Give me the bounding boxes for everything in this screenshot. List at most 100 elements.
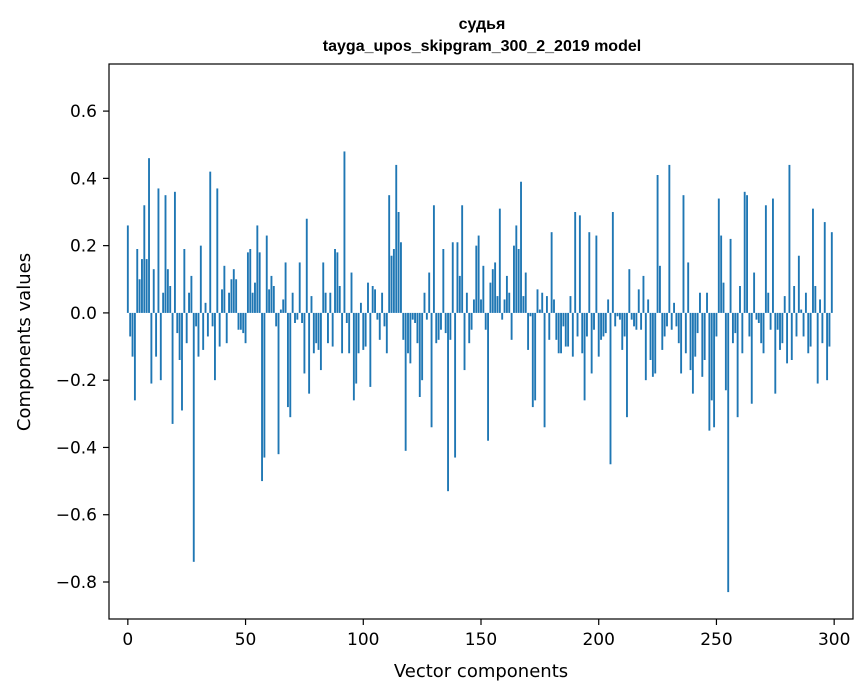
bar-272 bbox=[767, 292, 770, 313]
bar-145 bbox=[468, 312, 471, 344]
bar-168 bbox=[522, 296, 525, 313]
bar-238 bbox=[687, 262, 690, 313]
bar-274 bbox=[772, 198, 774, 313]
bar-198 bbox=[593, 312, 595, 330]
bar-291 bbox=[812, 208, 814, 313]
y-tick-label: −0.4 bbox=[56, 438, 97, 458]
bar-69 bbox=[289, 312, 292, 418]
bar-62 bbox=[272, 286, 275, 313]
bar-176 bbox=[541, 292, 544, 313]
bar-137 bbox=[449, 312, 452, 340]
bar-105 bbox=[374, 289, 376, 313]
bar-193 bbox=[581, 312, 584, 354]
bar-265 bbox=[750, 312, 753, 404]
bar-234 bbox=[677, 312, 680, 344]
bar-250 bbox=[715, 312, 718, 337]
bar-286 bbox=[800, 309, 803, 313]
bar-79 bbox=[312, 312, 315, 354]
bar-232 bbox=[673, 302, 675, 313]
bar-281 bbox=[788, 164, 791, 313]
bar-84 bbox=[324, 292, 327, 313]
bar-296 bbox=[823, 222, 826, 313]
bar-237 bbox=[684, 312, 687, 354]
bar-121 bbox=[411, 312, 414, 320]
bar-38 bbox=[216, 188, 219, 313]
bar-201 bbox=[600, 312, 603, 340]
bar-43 bbox=[228, 292, 231, 313]
y-tick-label: −0.6 bbox=[56, 506, 97, 526]
bar-259 bbox=[736, 312, 739, 418]
bar-26 bbox=[188, 292, 190, 313]
bar-74 bbox=[301, 312, 303, 323]
bar-117 bbox=[402, 312, 405, 340]
bar-287 bbox=[802, 312, 805, 337]
bar-170 bbox=[527, 312, 530, 350]
bar-54 bbox=[254, 282, 256, 313]
bar-128 bbox=[428, 272, 431, 313]
chart-title-line1: судья bbox=[459, 16, 506, 33]
bar-15 bbox=[162, 292, 165, 313]
bar-75 bbox=[303, 312, 306, 374]
bar-93 bbox=[345, 312, 348, 323]
bar-96 bbox=[352, 312, 355, 401]
bar-21 bbox=[176, 312, 179, 334]
bar-14 bbox=[159, 312, 162, 381]
bar-275 bbox=[774, 312, 777, 394]
bar-89 bbox=[336, 252, 339, 313]
bar-155 bbox=[491, 269, 494, 313]
bar-208 bbox=[616, 312, 619, 317]
y-axis-label: Components values bbox=[14, 253, 35, 431]
bar-52 bbox=[249, 249, 252, 313]
bar-70 bbox=[291, 292, 294, 313]
bar-277 bbox=[779, 312, 781, 350]
bar-7 bbox=[143, 205, 146, 313]
bar-253 bbox=[722, 282, 725, 313]
plot-frame bbox=[108, 63, 854, 620]
bar-171 bbox=[529, 312, 532, 317]
bar-190 bbox=[574, 212, 577, 313]
bar-29 bbox=[195, 312, 198, 327]
bar-33 bbox=[204, 302, 207, 313]
bar-42 bbox=[225, 312, 228, 344]
bar-85 bbox=[327, 312, 329, 344]
bar-11 bbox=[152, 269, 155, 313]
bar-157 bbox=[496, 296, 499, 313]
bar-39 bbox=[218, 312, 221, 347]
x-axis-label: Vector components bbox=[394, 661, 568, 682]
bar-71 bbox=[294, 312, 296, 323]
chart-title-line2: tayga_upos_skipgram_300_2_2019 model bbox=[323, 38, 641, 55]
bar-47 bbox=[237, 312, 240, 330]
bar-264 bbox=[748, 312, 751, 337]
bar-202 bbox=[602, 312, 605, 337]
bar-149 bbox=[477, 235, 480, 313]
bar-194 bbox=[583, 312, 586, 401]
bar-254 bbox=[724, 312, 727, 391]
bar-235 bbox=[680, 312, 683, 374]
bar-49 bbox=[242, 312, 245, 334]
bar-138 bbox=[451, 242, 454, 313]
bar-240 bbox=[691, 312, 694, 394]
bar-213 bbox=[628, 269, 631, 313]
bar-12 bbox=[155, 312, 158, 357]
bar-289 bbox=[807, 312, 810, 354]
bar-9 bbox=[148, 158, 150, 313]
bar-204 bbox=[607, 299, 610, 313]
bar-165 bbox=[515, 225, 518, 313]
bar-125 bbox=[421, 312, 424, 381]
bar-27 bbox=[190, 275, 193, 313]
bar-110 bbox=[385, 312, 388, 354]
bar-50 bbox=[244, 312, 247, 344]
bar-124 bbox=[418, 312, 421, 397]
bar-2 bbox=[131, 312, 134, 357]
bar-58 bbox=[263, 312, 266, 458]
bar-104 bbox=[371, 286, 374, 313]
bar-60 bbox=[268, 289, 271, 313]
bar-77 bbox=[308, 312, 311, 394]
bar-243 bbox=[699, 292, 701, 313]
bar-129 bbox=[430, 312, 433, 428]
bar-73 bbox=[298, 262, 301, 313]
bar-90 bbox=[338, 286, 341, 313]
y-tick-label: 0.0 bbox=[70, 304, 97, 324]
bar-40 bbox=[221, 289, 223, 313]
